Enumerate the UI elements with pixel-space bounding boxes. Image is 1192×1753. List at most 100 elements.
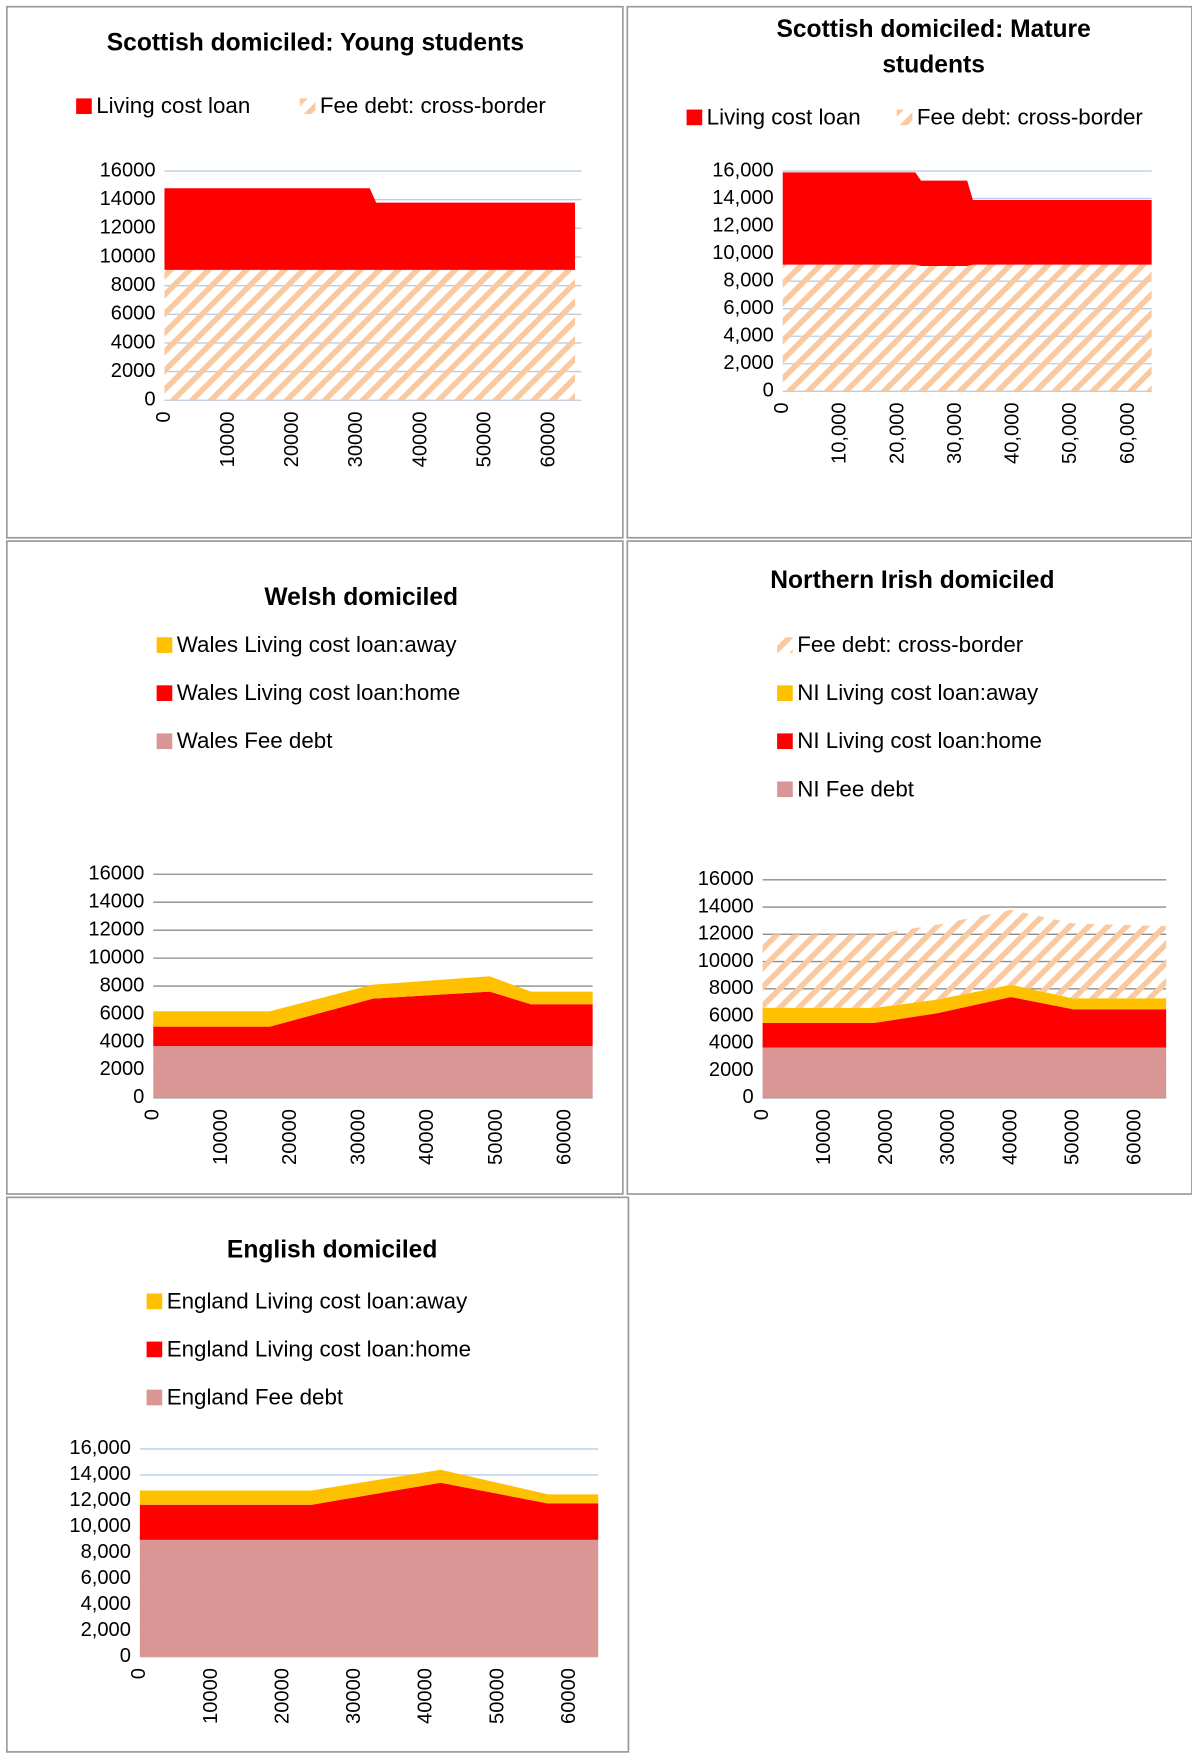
legend-swatch <box>76 98 92 115</box>
x-tick-label: 50,000 <box>1059 402 1081 464</box>
y-tick-label: 14,000 <box>69 1463 131 1485</box>
title-box: Scottish domiciled: Young students <box>106 27 525 56</box>
legend-swatch <box>777 781 793 798</box>
x-tick-label: 20000 <box>279 1109 301 1165</box>
y-tick-label: 12000 <box>100 217 156 239</box>
panel <box>5 5 624 539</box>
x-tick-label: 30,000 <box>944 402 966 464</box>
area <box>782 172 1152 267</box>
legend-label: NI Living cost loan:away <box>797 680 1039 705</box>
legend-swatch <box>777 685 793 701</box>
x-tick-label: 40000 <box>409 411 431 467</box>
y-tick-label: 12,000 <box>69 1489 131 1511</box>
chart-title: Welsh domiciled <box>264 582 459 611</box>
legend-swatch <box>686 109 703 126</box>
y-tick-label: 10000 <box>100 245 156 267</box>
legend-label: Wales Living cost loan:home <box>177 680 461 705</box>
legend-swatch <box>146 1293 163 1310</box>
y-tick-label: 10000 <box>88 946 144 968</box>
y-tick-label: 4,000 <box>81 1593 131 1615</box>
y-tick-label: 16000 <box>698 868 754 890</box>
chart: English domiciled 0 2,000 4,000 6,000 8,000 10… <box>69 1235 599 1724</box>
title-box: Welsh domiciled <box>264 582 459 611</box>
x-tick-label: 60,000 <box>1117 402 1139 464</box>
area <box>139 1539 599 1657</box>
legend-label: Living cost loan <box>96 93 250 118</box>
y-tick-label: 12,000 <box>712 214 774 236</box>
y-tick-label: 8000 <box>100 974 145 996</box>
legend-swatch <box>299 98 316 115</box>
x-tick-label: 0 <box>153 411 175 422</box>
area <box>153 991 593 1047</box>
area <box>153 976 593 1027</box>
x-tick-label: 50000 <box>1061 1109 1083 1165</box>
legend-label: NI Fee debt <box>797 776 915 801</box>
y-tick-label: 14000 <box>100 188 156 210</box>
y-tick-label: 16000 <box>88 863 144 885</box>
y-tick-label: 2,000 <box>723 352 773 374</box>
area <box>139 1482 599 1540</box>
chart: Welsh domiciled 0 2000 4000 6000 8000 10000 120… <box>88 582 593 1165</box>
area <box>762 1047 1167 1098</box>
x-tick-label: 40000 <box>999 1109 1021 1165</box>
y-tick-label: 6000 <box>709 1004 754 1026</box>
y-tick-label: 6,000 <box>723 297 773 319</box>
y-tick-label: 10000 <box>698 950 754 972</box>
area <box>164 269 576 401</box>
legend-label: England Fee debt <box>167 1385 344 1410</box>
y-tick-label: 8,000 <box>81 1541 131 1563</box>
chart-title: Scottish domiciled: Mature students <box>776 14 1091 79</box>
legend-swatch <box>777 637 793 653</box>
area <box>153 1046 593 1098</box>
x-tick-label: 60000 <box>538 411 560 467</box>
panel <box>5 540 624 1195</box>
legend-label: NI Living cost loan:home <box>797 728 1042 753</box>
title-box: Northern Irish domiciled <box>770 566 1054 594</box>
legend-swatch <box>777 733 793 750</box>
legend-swatch <box>146 1389 163 1406</box>
x-tick-label: 20000 <box>281 411 303 467</box>
y-tick-label: 16,000 <box>69 1437 131 1459</box>
legend-label: Wales Fee debt <box>177 728 333 753</box>
x-tick-label: 50000 <box>486 1668 508 1724</box>
x-tick-label: 40000 <box>415 1668 437 1724</box>
x-tick-label: 10000 <box>210 1109 232 1165</box>
x-tick-label: 0 <box>771 402 793 413</box>
y-tick-label: 12000 <box>698 923 754 945</box>
y-tick-label: 0 <box>742 1086 753 1108</box>
y-tick-label: 6000 <box>111 303 156 325</box>
y-tick-label: 2000 <box>111 360 156 382</box>
x-tick-label: 40,000 <box>1002 402 1024 464</box>
y-tick-label: 6,000 <box>81 1567 131 1589</box>
legend-label: Living cost loan <box>707 104 861 129</box>
y-tick-label: 16000 <box>100 159 156 181</box>
y-tick-label: 8,000 <box>723 269 773 291</box>
x-tick-label: 50000 <box>474 411 496 467</box>
area <box>782 264 1152 392</box>
x-tick-label: 50000 <box>485 1109 507 1165</box>
y-tick-label: 0 <box>763 380 774 402</box>
chart: Scottish domiciled: Mature students 0 2,00… <box>686 14 1152 464</box>
y-tick-label: 14000 <box>88 891 144 913</box>
area <box>762 997 1167 1048</box>
legend-label: Fee debt: cross-border <box>917 104 1144 129</box>
x-tick-label: 0 <box>128 1668 150 1679</box>
legend-label: England Living cost loan:away <box>167 1288 468 1313</box>
x-tick-label: 20,000 <box>886 402 908 464</box>
y-tick-label: 0 <box>144 389 155 411</box>
x-tick-label: 30000 <box>348 1109 370 1165</box>
y-tick-label: 10,000 <box>712 242 774 264</box>
x-tick-label: 30000 <box>937 1109 959 1165</box>
y-tick-label: 0 <box>133 1086 144 1108</box>
x-tick-label: 10,000 <box>829 402 851 464</box>
y-tick-label: 8000 <box>709 977 754 999</box>
y-tick-label: 4000 <box>111 331 156 353</box>
area <box>139 1469 599 1505</box>
y-tick-label: 16,000 <box>712 159 774 181</box>
chart-title: Scottish domiciled: Young students <box>106 27 525 56</box>
y-tick-label: 4000 <box>100 1030 145 1052</box>
legend-label: Fee debt: cross-border <box>797 632 1024 657</box>
legend-swatch <box>156 685 173 701</box>
x-tick-label: 10000 <box>200 1668 222 1724</box>
